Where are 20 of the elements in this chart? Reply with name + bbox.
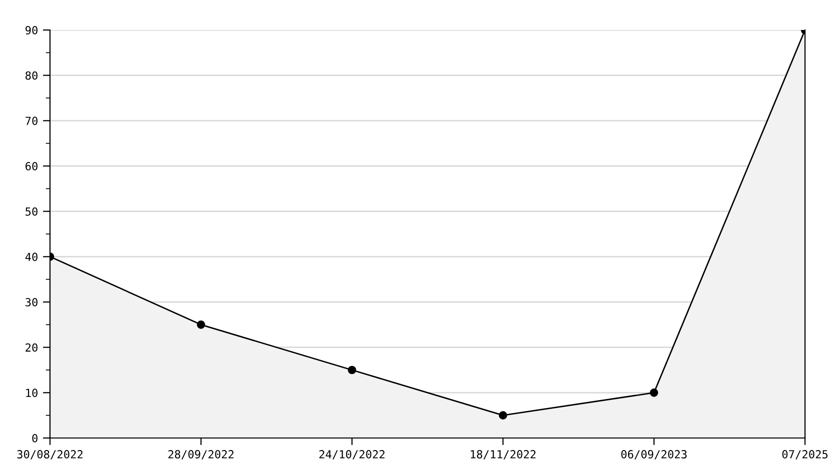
y-tick-label: 50	[26, 207, 38, 216]
point	[348, 366, 356, 374]
x-tick-label: 18/11/2022	[470, 450, 536, 460]
y-tick-label: 40	[25, 252, 38, 262]
point	[650, 388, 658, 397]
x-tick-label: 07/2025	[782, 450, 828, 460]
y-tick-label: 30	[26, 298, 38, 306]
y-tick-label: 0	[32, 434, 38, 442]
x-tick-label: 06/09/2023	[621, 450, 687, 460]
y-tick-label: 70	[26, 116, 38, 126]
point	[196, 320, 206, 329]
x-tick-label: 24/10/2022	[319, 450, 385, 460]
x-tick-label: 28/09/2022	[168, 450, 234, 460]
y-tick-label: 60	[26, 162, 38, 170]
point	[498, 411, 508, 420]
y-tick-label: 80	[26, 71, 38, 80]
x-tick-label: 30/08/2022	[17, 450, 83, 460]
y-tick-label: 10	[26, 388, 38, 398]
y-tick-label: 90	[26, 26, 38, 34]
y-tick-label: 20	[26, 343, 38, 352]
